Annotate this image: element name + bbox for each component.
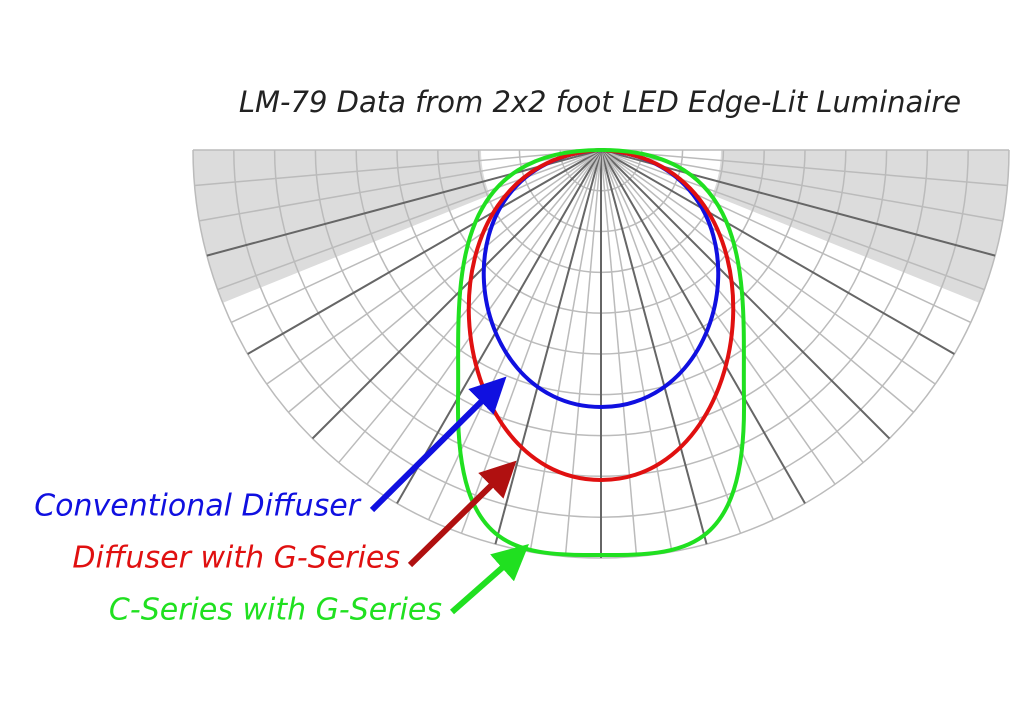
blue-arrow (369, 376, 507, 513)
shade (193, 150, 490, 303)
title: LM-79 Data from 2x2 foot LED Edge-Lit Lu… (239, 85, 961, 119)
spoke (600, 149, 836, 485)
spoke (529, 149, 602, 552)
spoke (600, 149, 891, 440)
spoke (494, 149, 602, 545)
spoke (427, 149, 602, 521)
spoke (217, 149, 602, 291)
spoke (600, 149, 1008, 187)
label-cseries: C-Series with G-Series (109, 593, 442, 628)
spoke (600, 149, 806, 504)
spoke (600, 149, 972, 324)
spoke (600, 149, 708, 545)
spoke (600, 149, 638, 557)
spoke (600, 149, 955, 355)
spoke (600, 149, 673, 552)
spoke (600, 149, 985, 291)
spoke (194, 149, 602, 187)
label-conventional: Conventional Diffuser (34, 489, 361, 524)
spoke (366, 149, 602, 485)
polar-grid (192, 149, 1010, 559)
green-arrow (450, 544, 529, 615)
spoke (564, 149, 602, 557)
green-curve (455, 147, 747, 558)
label-diffuser: Diffuser with G-Series (72, 541, 400, 576)
spoke (600, 149, 775, 521)
red-arrow (407, 460, 517, 568)
spoke (600, 149, 936, 385)
spoke (266, 149, 602, 385)
spoke (230, 149, 602, 324)
shade (712, 150, 1009, 303)
spoke (600, 149, 915, 413)
red-curve (466, 147, 736, 483)
spoke (311, 149, 602, 440)
spoke (247, 149, 602, 355)
spoke (600, 149, 742, 534)
spoke (396, 149, 602, 504)
spoke (287, 149, 602, 413)
blue-curve (481, 147, 721, 410)
